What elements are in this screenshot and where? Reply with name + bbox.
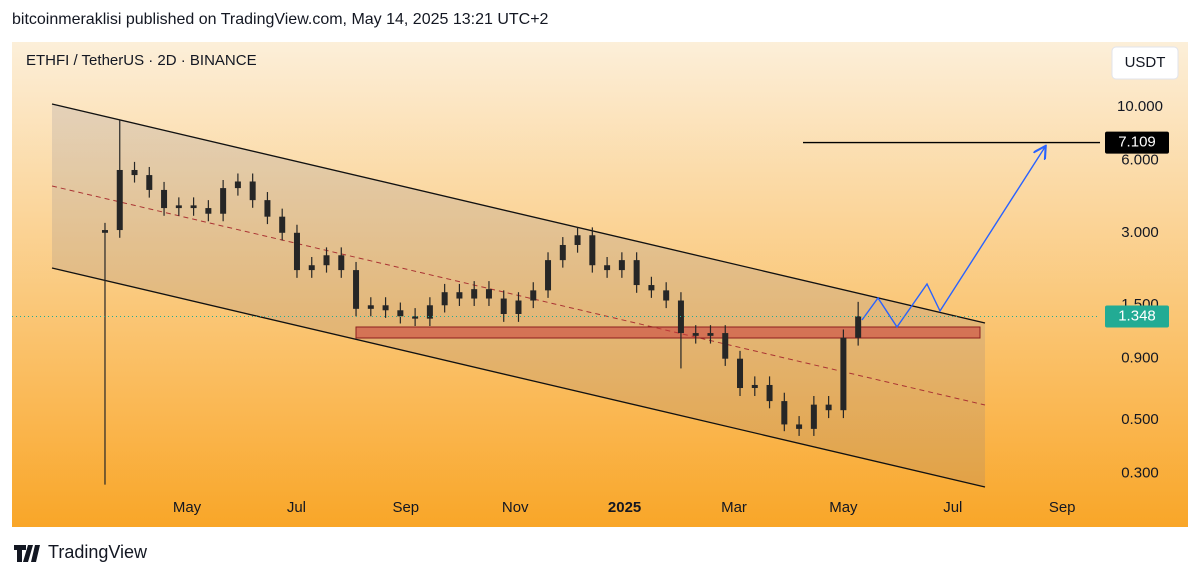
candle-body (426, 305, 433, 319)
candle-body (559, 244, 566, 261)
x-tick-label: Jul (943, 499, 962, 516)
support-zone (355, 326, 981, 339)
unit-label: USDT (1125, 54, 1166, 71)
candle-body (397, 310, 404, 317)
candle-body (737, 358, 744, 389)
x-tick-label: Nov (502, 499, 529, 516)
candle-body (751, 384, 758, 389)
candle-body (456, 292, 463, 299)
y-tick-label: 0.300 (1121, 465, 1159, 482)
x-tick-label: 2025 (608, 499, 641, 516)
candle-body (264, 200, 271, 217)
candle-body (234, 181, 241, 189)
candle-body (781, 401, 788, 425)
candle-body (663, 290, 670, 301)
candle-body (279, 216, 286, 233)
symbol-title: ETHFI / TetherUS · 2D · BINANCE (26, 52, 257, 69)
unit-box (1111, 46, 1179, 80)
candle-body (633, 260, 640, 286)
candle-body (175, 205, 182, 209)
candle-body (722, 333, 729, 359)
x-tick-label: Sep (392, 499, 419, 516)
channel-upper (51, 103, 986, 324)
candle-body (146, 175, 153, 190)
publisher-line: bitcoinmeraklisi published on TradingVie… (12, 11, 549, 28)
candle-body (293, 232, 300, 271)
candle-body (190, 205, 197, 209)
y-tick-label: 0.500 (1121, 411, 1159, 428)
candle-body (618, 260, 625, 271)
candle-body (692, 333, 699, 336)
candle-body (249, 181, 256, 201)
last-price-label: 1.348 (1118, 307, 1156, 324)
y-tick-label: 3.000 (1121, 224, 1159, 241)
candle-body (116, 169, 123, 231)
candle-body (766, 384, 773, 402)
candle-body (574, 235, 581, 245)
y-tick-label: 0.900 (1121, 350, 1159, 367)
chart-background (12, 42, 1188, 527)
candle-body (604, 265, 611, 271)
candle-body (855, 316, 862, 338)
candle-body (810, 404, 817, 429)
brand: TradingView (48, 542, 148, 562)
candle-body (338, 255, 345, 271)
x-tick-label: May (173, 499, 202, 516)
candle-body (545, 260, 552, 291)
candle-body (485, 289, 492, 299)
candle-body (323, 255, 330, 266)
x-tick-label: Mar (721, 499, 747, 516)
y-tick-label: 6.000 (1121, 151, 1159, 168)
target-box (1105, 131, 1169, 154)
candle-body (707, 333, 714, 336)
candle-body (840, 337, 847, 411)
footer (0, 538, 1200, 578)
candle-body (161, 189, 168, 209)
candle-body (500, 298, 507, 314)
candle-body (825, 404, 832, 411)
candle-body (367, 305, 374, 309)
candle-body (412, 316, 419, 319)
target-label: 7.109 (1118, 134, 1156, 151)
x-tick-label: Jul (287, 499, 306, 516)
candle-body (101, 230, 108, 233)
candle-body (131, 169, 138, 176)
last-price-box (1105, 305, 1169, 328)
y-tick-label: 10.000 (1117, 98, 1163, 115)
candle-body (308, 265, 315, 271)
candle-body (515, 300, 522, 314)
logo (14, 545, 40, 562)
candle-body (589, 235, 596, 266)
channel-lower (51, 267, 986, 488)
candle-body (796, 424, 803, 429)
x-tick-label: May (829, 499, 858, 516)
x-tick-label: Sep (1049, 499, 1076, 516)
candle-body (471, 289, 478, 299)
candle-body (353, 270, 360, 309)
candle-body (205, 208, 212, 214)
candle-body (441, 292, 448, 306)
candle-body (530, 290, 537, 301)
candle-body (382, 305, 389, 311)
projection-path (861, 147, 1045, 329)
candle-body (220, 188, 227, 214)
candle-body (648, 285, 655, 291)
